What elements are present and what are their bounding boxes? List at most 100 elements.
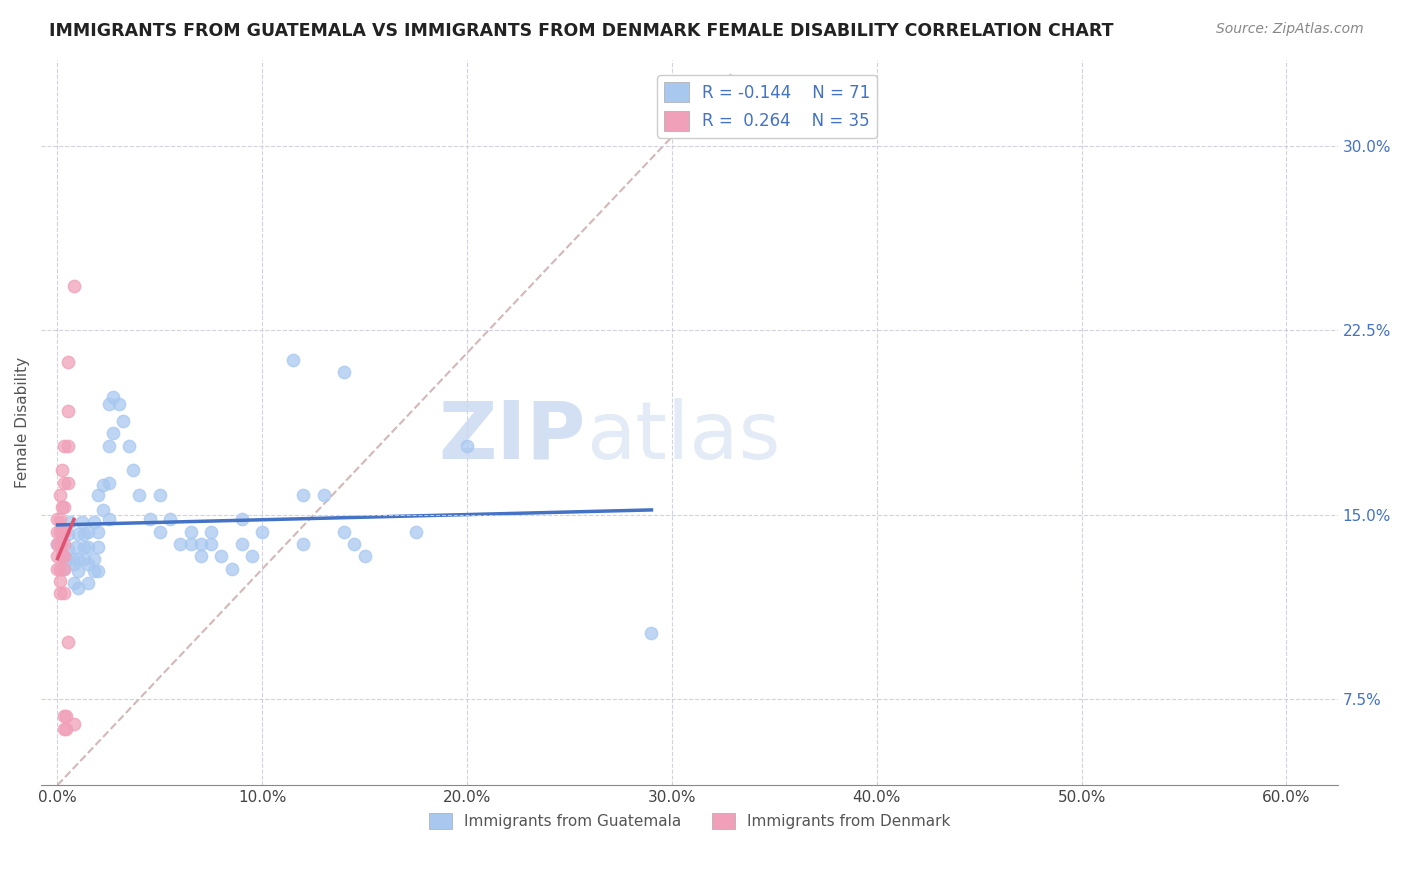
Point xyxy=(292,488,315,502)
Point xyxy=(83,564,105,578)
Point xyxy=(97,475,120,490)
Point xyxy=(48,488,70,502)
Point xyxy=(87,540,110,554)
Point xyxy=(405,524,427,539)
Point xyxy=(51,549,73,564)
Point xyxy=(91,478,114,492)
Point xyxy=(149,524,172,539)
Point xyxy=(292,537,315,551)
Point xyxy=(51,463,73,477)
Point xyxy=(52,475,75,490)
Point xyxy=(56,475,79,490)
Point xyxy=(180,537,202,551)
Point xyxy=(52,562,75,576)
Point xyxy=(63,557,86,571)
Point xyxy=(52,586,75,600)
Point xyxy=(200,524,222,539)
Point xyxy=(343,537,366,551)
Point xyxy=(56,355,79,369)
Point xyxy=(55,722,77,736)
Point xyxy=(59,515,82,529)
Point xyxy=(138,512,160,526)
Point xyxy=(52,562,75,576)
Point xyxy=(87,488,110,502)
Point xyxy=(51,500,73,515)
Point xyxy=(252,524,274,539)
Point xyxy=(48,524,70,539)
Legend: Immigrants from Guatemala, Immigrants from Denmark: Immigrants from Guatemala, Immigrants fr… xyxy=(423,807,956,836)
Point xyxy=(46,512,69,526)
Point xyxy=(169,537,191,551)
Point xyxy=(101,426,124,441)
Point xyxy=(281,352,304,367)
Point xyxy=(51,524,73,539)
Point xyxy=(52,524,75,539)
Point xyxy=(91,502,114,516)
Point xyxy=(66,551,89,566)
Point xyxy=(55,551,77,566)
Point xyxy=(77,576,100,591)
Point xyxy=(87,524,110,539)
Point xyxy=(190,537,212,551)
Point xyxy=(159,512,181,526)
Point xyxy=(97,397,120,411)
Point xyxy=(48,537,70,551)
Point xyxy=(56,541,79,556)
Point xyxy=(56,527,79,541)
Point xyxy=(312,488,335,502)
Point xyxy=(66,527,89,541)
Point xyxy=(70,515,93,529)
Point xyxy=(52,439,75,453)
Point xyxy=(52,537,75,551)
Point xyxy=(118,439,141,453)
Text: ZIP: ZIP xyxy=(439,398,586,475)
Point xyxy=(46,537,69,551)
Point xyxy=(52,549,75,564)
Point xyxy=(48,586,70,600)
Point xyxy=(73,527,96,541)
Point xyxy=(108,397,131,411)
Point xyxy=(46,549,69,564)
Point xyxy=(65,540,87,554)
Point xyxy=(52,709,75,723)
Point xyxy=(66,582,89,596)
Point xyxy=(51,549,73,564)
Point xyxy=(190,549,212,564)
Point xyxy=(63,278,86,293)
Point xyxy=(60,551,83,566)
Point xyxy=(231,537,253,551)
Point xyxy=(353,549,375,564)
Point xyxy=(180,524,202,539)
Text: atlas: atlas xyxy=(586,398,780,475)
Point xyxy=(73,540,96,554)
Point xyxy=(97,512,120,526)
Point xyxy=(46,562,69,576)
Point xyxy=(240,549,263,564)
Point xyxy=(209,549,232,564)
Point xyxy=(77,524,100,539)
Point xyxy=(221,562,243,576)
Point xyxy=(48,562,70,576)
Point xyxy=(149,488,172,502)
Point xyxy=(56,404,79,418)
Point xyxy=(46,537,69,551)
Point xyxy=(52,500,75,515)
Point xyxy=(200,537,222,551)
Point xyxy=(52,722,75,736)
Point xyxy=(83,515,105,529)
Point xyxy=(333,524,356,539)
Point xyxy=(97,439,120,453)
Point xyxy=(333,365,356,379)
Point xyxy=(128,488,150,502)
Point xyxy=(231,512,253,526)
Text: IMMIGRANTS FROM GUATEMALA VS IMMIGRANTS FROM DENMARK FEMALE DISABILITY CORRELATI: IMMIGRANTS FROM GUATEMALA VS IMMIGRANTS … xyxy=(49,22,1114,40)
Point xyxy=(73,551,96,566)
Point xyxy=(56,635,79,649)
Point xyxy=(101,390,124,404)
Point xyxy=(640,625,662,640)
Point xyxy=(48,512,70,526)
Point xyxy=(46,524,69,539)
Point xyxy=(66,564,89,578)
Point xyxy=(83,551,105,566)
Point xyxy=(456,439,478,453)
